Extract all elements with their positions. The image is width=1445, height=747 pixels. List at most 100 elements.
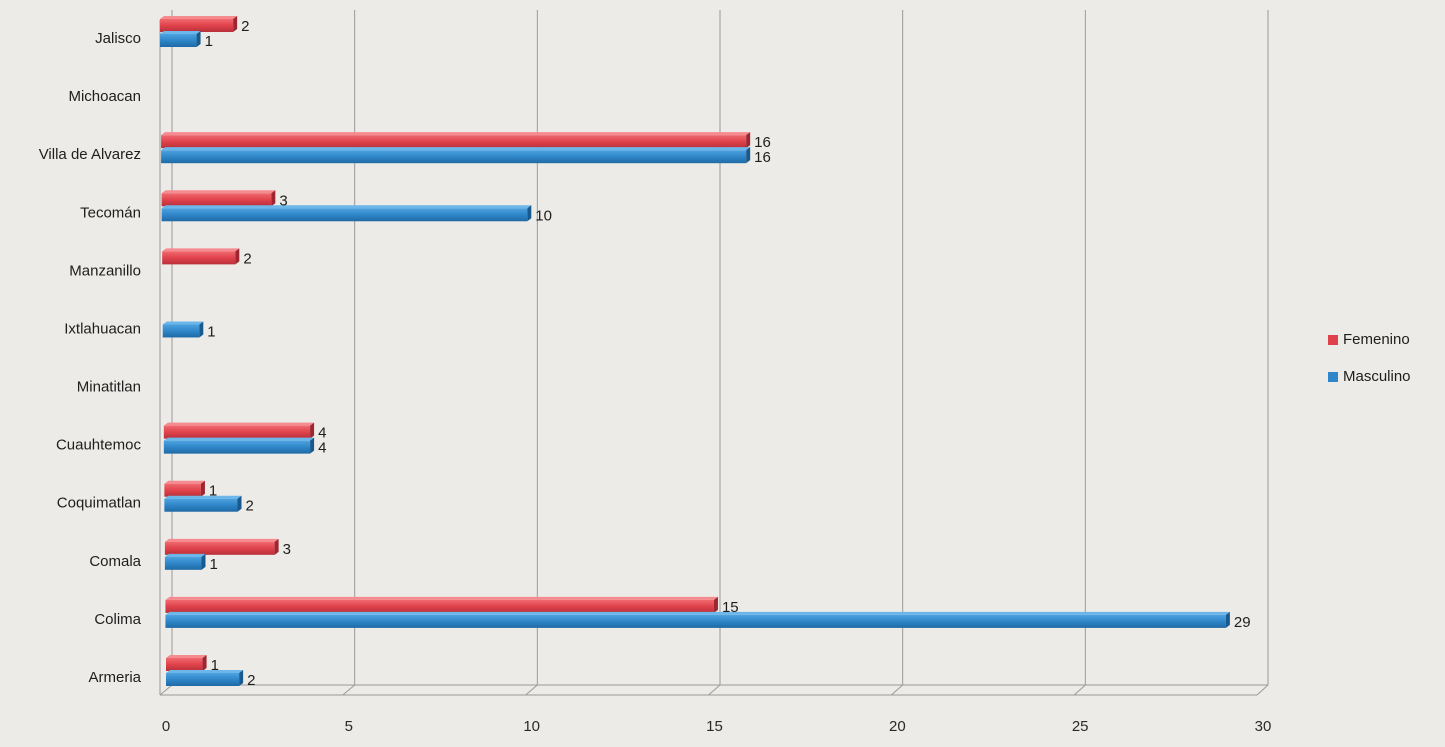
bar-femenino-tecoman (161, 193, 272, 207)
bar-masculino-cuauhtemoc (163, 440, 311, 454)
bar-end-femenino-coquimatlan (200, 480, 205, 497)
gridline-floor (342, 684, 355, 696)
bar-end-masculino-jalisco (196, 31, 201, 47)
bar-top-masculino-coquimatlan (164, 495, 242, 499)
gridline-floor (1073, 684, 1086, 696)
bar-end-masculino-ixtlahuacan (199, 321, 204, 338)
legend-swatch-masculino (1328, 372, 1338, 382)
bar-top-masculino-colima (165, 611, 1230, 615)
bar-masculino-tecoman (161, 208, 528, 222)
bar-masculino-villa-de-alvarez (161, 150, 747, 164)
bar-top-femenino-jalisco (160, 16, 238, 19)
bar-top-femenino-armeria (166, 655, 207, 658)
bar-end-femenino-villa-de-alvarez (746, 132, 751, 149)
bar-masculino-coquimatlan (164, 498, 238, 512)
bar-femenino-armeria (166, 658, 203, 671)
bar-masculino-colima (165, 614, 1226, 628)
category-label-coquimatlan: Coquimatlan (57, 495, 141, 512)
bar-masculino-jalisco (160, 34, 197, 47)
bar-end-femenino-jalisco (233, 16, 238, 32)
bar-femenino-manzanillo (162, 251, 236, 265)
data-label-masculino-ixtlahuacan: 1 (207, 323, 215, 340)
bar-masculino-armeria (166, 673, 240, 686)
category-label-villa-de-alvarez: Villa de Alvarez (39, 146, 141, 163)
bar-femenino-cuauhtemoc (163, 425, 311, 439)
category-label-ixtlahuacan: Ixtlahuacan (64, 320, 141, 337)
gridline-floor (525, 684, 538, 696)
bar-end-masculino-cuauhtemoc (310, 437, 315, 454)
bar-top-masculino-armeria (166, 670, 244, 673)
bar-top-masculino-cuauhtemoc (163, 437, 315, 441)
data-label-femenino-manzanillo: 2 (243, 250, 251, 267)
data-label-femenino-coquimatlan: 1 (209, 483, 217, 500)
bar-top-masculino-villa-de-alvarez (161, 147, 751, 151)
bar-top-femenino-cuauhtemoc (163, 422, 315, 426)
data-label-femenino-villa-de-alvarez: 16 (754, 134, 771, 151)
bar-end-femenino-manzanillo (235, 248, 240, 265)
bar-top-masculino-jalisco (160, 31, 201, 34)
bar-end-masculino-villa-de-alvarez (746, 147, 751, 164)
bar-top-femenino-comala (164, 538, 279, 542)
bar-top-masculino-comala (164, 553, 206, 557)
category-label-michoacan: Michoacan (68, 88, 141, 105)
category-label-cuauhtemoc: Cuauhtemoc (56, 437, 142, 454)
x-tick-label: 30 (1255, 718, 1272, 735)
bar-top-masculino-ixtlahuacan (162, 321, 204, 325)
legend-label-femenino: Femenino (1343, 331, 1410, 348)
bar-femenino-jalisco (160, 19, 234, 32)
data-label-masculino-comala: 1 (209, 556, 217, 573)
grid-layer (159, 10, 1269, 696)
bar-end-femenino-tecoman (271, 190, 276, 207)
bar-femenino-coquimatlan (164, 483, 201, 497)
bar-end-masculino-colima (1225, 611, 1230, 628)
bar-end-femenino-comala (274, 538, 279, 555)
bar-top-femenino-villa-de-alvarez (161, 132, 751, 136)
legend-swatch-femenino (1328, 335, 1338, 345)
bar-top-femenino-manzanillo (162, 248, 240, 252)
category-label-tecoman: Tecomán (80, 204, 141, 221)
bar-end-masculino-tecoman (527, 205, 532, 222)
bar-masculino-ixtlahuacan (162, 324, 200, 338)
data-label-femenino-comala: 3 (283, 541, 291, 558)
bar-top-femenino-colima (165, 596, 718, 600)
data-label-femenino-armeria: 1 (211, 657, 219, 674)
bar-end-masculino-coquimatlan (237, 495, 242, 512)
data-label-masculino-armeria: 2 (247, 672, 255, 689)
category-label-armeria: Armeria (88, 669, 141, 686)
legend-label-masculino: Masculino (1343, 368, 1411, 385)
data-label-masculino-tecoman: 10 (535, 207, 552, 224)
bar-end-masculino-comala (201, 553, 206, 570)
category-label-minatitlan: Minatitlan (77, 379, 141, 396)
bar-top-masculino-tecoman (161, 205, 532, 209)
x-tick-label: 5 (345, 718, 353, 735)
x-tick-label: 20 (889, 718, 906, 735)
x-tick-label: 15 (706, 718, 723, 735)
data-label-masculino-cuauhtemoc: 4 (318, 440, 326, 457)
bar-masculino-comala (164, 556, 202, 570)
bar-femenino-comala (164, 541, 275, 555)
category-label-comala: Comala (89, 553, 141, 570)
data-label-masculino-villa-de-alvarez: 16 (754, 149, 771, 166)
bar-end-masculino-armeria (239, 670, 244, 686)
data-label-femenino-jalisco: 2 (241, 18, 249, 35)
data-label-femenino-colima: 15 (722, 599, 739, 616)
data-label-femenino-tecoman: 3 (279, 192, 287, 209)
category-label-colima: Colima (94, 611, 141, 628)
x-tick-label: 25 (1072, 718, 1089, 735)
x-tick-label: 0 (162, 718, 170, 735)
data-label-femenino-cuauhtemoc: 4 (318, 425, 326, 442)
axis-layer: 0 5 10 15 20 25 30 Jalisco Michoacan Villa de Alv… (39, 30, 1272, 735)
legend: Femenino Masculino (1328, 331, 1411, 385)
data-label-masculino-coquimatlan: 2 (245, 498, 253, 515)
bar-top-femenino-coquimatlan (164, 480, 205, 484)
bar-femenino-colima (165, 599, 714, 613)
bar-end-femenino-colima (713, 596, 718, 613)
gridline-floor (1256, 684, 1269, 696)
category-label-jalisco: Jalisco (95, 30, 141, 47)
bar-top-femenino-tecoman (161, 190, 276, 194)
data-label-masculino-jalisco: 1 (205, 33, 213, 50)
data-label-masculino-colima: 29 (1234, 614, 1251, 631)
x-tick-label: 10 (523, 718, 540, 735)
